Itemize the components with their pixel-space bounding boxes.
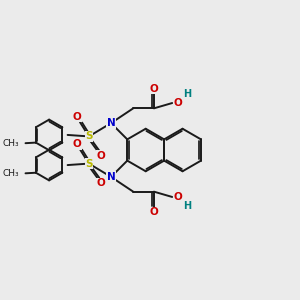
- Text: O: O: [96, 151, 105, 161]
- Text: H: H: [183, 201, 191, 211]
- Text: H: H: [183, 89, 191, 99]
- Text: CH₃: CH₃: [2, 169, 19, 178]
- Text: O: O: [149, 84, 158, 94]
- Text: O: O: [149, 207, 158, 217]
- Text: N: N: [107, 172, 116, 182]
- Text: S: S: [85, 131, 93, 141]
- Text: CH₃: CH₃: [2, 139, 19, 148]
- Text: S: S: [85, 159, 93, 169]
- Text: O: O: [73, 112, 81, 122]
- Text: N: N: [107, 118, 116, 128]
- Text: O: O: [96, 178, 105, 188]
- Text: O: O: [173, 98, 182, 108]
- Text: O: O: [173, 192, 182, 202]
- Text: O: O: [73, 139, 81, 149]
